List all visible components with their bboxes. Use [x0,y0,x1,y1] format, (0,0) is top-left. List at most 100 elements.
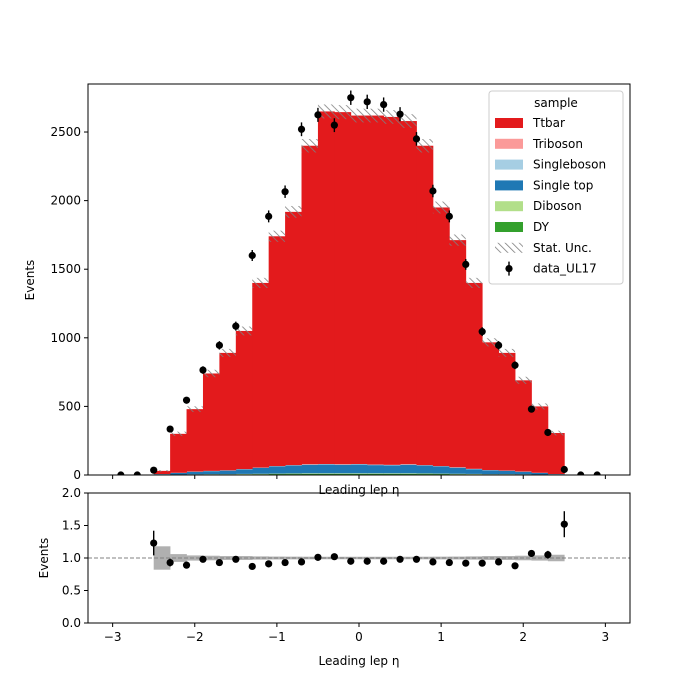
bar-dy [400,473,417,475]
main-panel: 0 500 1000 1500 2000 2500 Leading lep η Event… [23,83,631,497]
stat-unc-band [465,277,483,289]
ratio-unc-band [367,556,384,560]
bar-single-top [367,465,385,474]
stat-unc-band [186,406,203,413]
bar-dy [350,473,368,475]
data-point [462,260,470,269]
data-point [577,471,585,475]
bar-single-top [482,470,500,475]
ratio-point [150,539,158,547]
data-point [412,135,421,143]
bar-ttbar [268,236,286,467]
bar-diboson [400,473,417,474]
bar-diboson [301,473,319,474]
stat-unc-band [449,234,466,246]
ratio-point [560,520,568,528]
data-point [330,121,338,129]
bar-single-top [186,471,204,475]
data-point [215,341,223,349]
stat-unc-band [235,326,253,336]
ratio-y-tick-label: 2.0 [62,486,81,500]
ratio-point [297,558,306,566]
ratio-unc-band [252,556,269,560]
ratio-axes-frame [87,492,631,624]
legend-entry-single-top-label: Single top [533,178,593,192]
stat-unc-band [268,230,286,242]
bar-diboson [367,473,385,474]
stat-unc-band [547,430,565,436]
bar-ttbar [449,240,467,468]
data-point [495,341,503,349]
data-point [347,94,355,102]
main-y-ticks: 0 500 1000 1500 2000 2500 [50,125,88,482]
bar-dy [383,473,401,475]
ratio-point [544,551,552,559]
bar-single-top [202,471,220,475]
legend: sample Ttbar Triboson Singleboson Single top… [488,90,624,285]
ratio-x-tick-label: −2 [186,630,204,644]
data-point [265,212,273,220]
ratio-point [182,561,191,569]
legend-entry-stat-unc--label: Stat. Unc. [533,241,592,255]
main-x-ticks [112,475,606,479]
legend-entry-dy-label: DY [533,220,550,234]
bar-single-top [432,466,450,474]
bar-single-top [449,467,467,474]
y-tick-label: 500 [58,399,81,413]
bar-diboson [416,473,434,475]
data-point [182,396,191,404]
bar-ttbar [465,282,483,469]
ratio-x-tick-label: 2 [519,630,527,644]
y-tick-label: 2500 [50,125,81,139]
bar-single-top [170,472,187,475]
legend-entry-diboson-swatch [495,201,523,212]
ratio-unc-band [498,556,516,560]
bar-diboson [383,473,401,474]
stat-unc-band [285,205,302,218]
bar-single-top [235,469,253,474]
legend-entry-triboson-swatch [495,138,523,149]
data-point [199,366,207,374]
ratio-point [347,557,355,565]
ratio-unc-band [317,556,335,560]
bar-ttbar [531,406,549,473]
bar-ttbar [400,121,417,465]
main-plot-area [117,90,601,475]
ratio-point [511,562,519,570]
bar-dy [317,473,335,475]
stat-unc-band [515,376,532,384]
stat-unc-band [202,369,220,378]
bar-singleboson [367,464,385,466]
ratio-point [199,555,207,563]
ratio-y-ticks: 0.0 0.5 1.0 1.5 2.0 [62,486,88,630]
ratio-point [478,559,486,567]
ratio-y-tick-label: 0.0 [62,616,81,630]
bar-single-top [153,474,171,475]
bar-single-top [301,464,319,474]
bar-ttbar [498,352,516,471]
bar-singleboson [350,464,368,465]
bar-single-top [400,464,417,474]
stat-unc-band [531,403,548,410]
bar-single-top [285,465,302,474]
stat-unc-band [498,348,516,357]
stat-unc-band [416,139,433,153]
data-point [593,471,601,475]
ratio-point [330,553,338,561]
legend-entry-single-top-swatch [495,180,523,191]
data-point [297,125,306,133]
ratio-unc-band [301,556,319,560]
legend-entry-singleboson-swatch [495,159,523,170]
stat-unc-band [219,348,236,357]
data-point [478,328,486,336]
ratio-point [380,557,388,565]
bar-ttbar [235,330,253,470]
bar-ttbar [317,111,335,465]
ratio-y-tick-label: 0.5 [62,584,81,598]
bar-ttbar [515,380,532,472]
bar-single-top [317,464,335,474]
legend-entry-dy-swatch [495,222,523,232]
data-point [133,471,141,475]
legend-entry-ttbar-label: Ttbar [532,116,565,130]
ratio-x-tick-label: −1 [268,630,286,644]
